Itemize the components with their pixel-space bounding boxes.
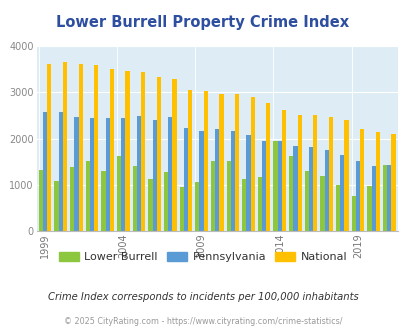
Bar [210, 161, 215, 231]
Bar [312, 115, 317, 231]
Bar [172, 80, 176, 231]
Bar [277, 141, 281, 231]
Bar [281, 111, 286, 231]
Bar [105, 118, 110, 231]
Bar [351, 196, 355, 231]
Bar [257, 178, 261, 231]
Bar [59, 112, 63, 231]
Bar [110, 69, 114, 231]
Bar [359, 129, 363, 231]
Bar [355, 161, 359, 231]
Bar [70, 167, 74, 231]
Bar [328, 117, 332, 231]
Bar [179, 187, 183, 231]
Bar [390, 134, 394, 231]
Bar [43, 112, 47, 231]
Bar [250, 97, 254, 231]
Bar [63, 62, 67, 231]
Bar [386, 165, 390, 231]
Text: Crime Index corresponds to incidents per 100,000 inhabitants: Crime Index corresponds to incidents per… [47, 292, 358, 302]
Text: Lower Burrell Property Crime Index: Lower Burrell Property Crime Index [56, 15, 349, 30]
Bar [85, 161, 90, 231]
Bar [343, 120, 348, 231]
Bar [136, 116, 141, 231]
Bar [339, 155, 343, 231]
Bar [304, 171, 308, 231]
Bar [261, 141, 266, 231]
Bar [297, 115, 301, 231]
Bar [54, 181, 59, 231]
Bar [101, 171, 105, 231]
Bar [132, 166, 136, 231]
Bar [375, 132, 379, 231]
Bar [335, 185, 339, 231]
Bar [234, 94, 239, 231]
Bar [148, 179, 152, 231]
Bar [141, 72, 145, 231]
Bar [203, 90, 207, 231]
Bar [215, 129, 219, 231]
Bar [199, 131, 203, 231]
Bar [74, 117, 78, 231]
Bar [195, 182, 199, 231]
Bar [273, 141, 277, 231]
Text: © 2025 CityRating.com - https://www.cityrating.com/crime-statistics/: © 2025 CityRating.com - https://www.city… [64, 317, 341, 326]
Bar [241, 179, 246, 231]
Bar [39, 170, 43, 231]
Bar [164, 172, 168, 231]
Bar [168, 117, 172, 231]
Bar [371, 166, 375, 231]
Bar [226, 161, 230, 231]
Bar [47, 64, 51, 231]
Bar [188, 90, 192, 231]
Bar [152, 120, 156, 231]
Bar [117, 156, 121, 231]
Bar [266, 104, 270, 231]
Bar [308, 148, 312, 231]
Bar [125, 71, 129, 231]
Bar [94, 65, 98, 231]
Bar [320, 176, 324, 231]
Bar [246, 135, 250, 231]
Bar [121, 118, 125, 231]
Legend: Lower Burrell, Pennsylvania, National: Lower Burrell, Pennsylvania, National [54, 248, 351, 267]
Bar [367, 186, 371, 231]
Bar [183, 128, 188, 231]
Bar [382, 165, 386, 231]
Bar [292, 147, 297, 231]
Bar [230, 131, 234, 231]
Bar [156, 77, 160, 231]
Bar [324, 150, 328, 231]
Bar [288, 156, 292, 231]
Bar [78, 64, 83, 231]
Bar [90, 118, 94, 231]
Bar [219, 94, 223, 231]
